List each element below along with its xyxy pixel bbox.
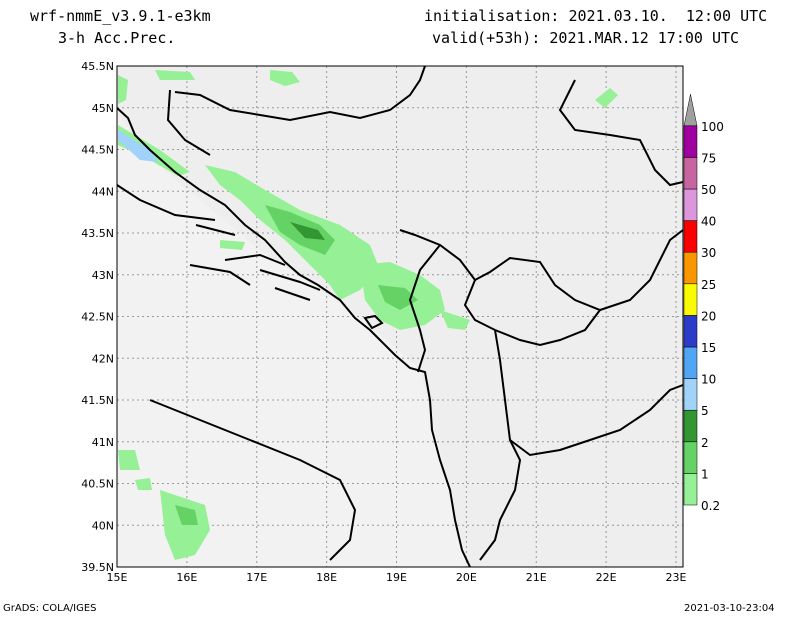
legend-swatch (683, 251, 698, 285)
y-tick-label: 41.5N (81, 394, 114, 407)
x-tick-label: 18E (316, 571, 337, 584)
x-tick-label: 23E (666, 571, 687, 584)
grid-lines (117, 66, 683, 567)
x-axis: 15E 16E 17E 18E 19E 20E 21E 22E 23E (107, 571, 687, 584)
model-title: wrf-nmmE_v3.9.1-e3km (30, 7, 211, 25)
sea-area (117, 110, 470, 567)
y-tick-label: 45.5N (81, 60, 114, 73)
legend-label: 1 (701, 467, 709, 481)
map-frame (116, 65, 684, 568)
footer-timestamp: 2021-03-10-23:04 (684, 603, 775, 614)
legend-label: 10 (701, 373, 716, 387)
x-tick-label: 20E (456, 571, 477, 584)
y-tick-label: 45N (92, 102, 114, 115)
legend-swatch (683, 315, 698, 348)
legend-swatch (683, 283, 698, 316)
legend-swatch (683, 409, 698, 443)
y-tick-label: 40N (92, 519, 114, 532)
legend-swatch (683, 473, 698, 506)
legend-label: 50 (701, 183, 716, 197)
y-tick-label: 42.5N (81, 311, 114, 324)
legend-label: 100 (701, 120, 724, 134)
valid-time: valid(+53h): 2021.MAR.12 17:00 UTC (432, 29, 740, 47)
x-tick-label: 17E (246, 571, 267, 584)
legend-swatch (683, 220, 698, 253)
legend-label: 2 (701, 436, 709, 450)
legend-swatch (683, 157, 698, 190)
y-axis: 45.5N 45N 44.5N 44N 43.5N 43N 42.5N 42N 41.5N 41N… (81, 60, 114, 574)
field-title: 3-h Acc.Prec. (58, 29, 176, 47)
x-tick-label: 21E (526, 571, 547, 584)
legend-label: 40 (701, 215, 716, 229)
legend-label: 15 (701, 341, 716, 355)
legend-label: 30 (701, 246, 716, 260)
legend-swatch (683, 94, 698, 127)
y-tick-label: 44N (92, 185, 114, 198)
footer-credit: GrADS: COLA/IGES (3, 603, 97, 614)
legend-swatch (683, 188, 698, 221)
y-tick-label: 40.5N (81, 478, 114, 491)
y-tick-label: 41N (92, 436, 114, 449)
legend-swatch (683, 378, 698, 411)
y-tick-label: 42N (92, 352, 114, 365)
y-tick-label: 43.5N (81, 227, 114, 240)
legend-swatch (683, 346, 698, 379)
legend-label: 75 (701, 151, 716, 165)
legend-swatch (683, 125, 698, 158)
y-tick-label: 39.5N (81, 561, 114, 574)
coastlines-borders (116, 65, 684, 568)
legend-label: 25 (701, 278, 716, 292)
y-tick-label: 43N (92, 269, 114, 282)
x-tick-label: 16E (176, 571, 197, 584)
lake-outline (363, 314, 384, 330)
x-tick-label: 19E (386, 571, 407, 584)
legend-label: 0.2 (701, 499, 720, 513)
legend-label: 5 (701, 404, 709, 418)
y-tick-label: 44.5N (81, 144, 114, 157)
precip-patches (118, 70, 618, 560)
x-tick-label: 22E (596, 571, 617, 584)
legend-label: 20 (701, 309, 716, 323)
legend-swatch (683, 441, 698, 474)
x-tick-label: 15E (107, 571, 128, 584)
init-time: initialisation: 2021.03.10. 12:00 UTC (424, 7, 768, 25)
